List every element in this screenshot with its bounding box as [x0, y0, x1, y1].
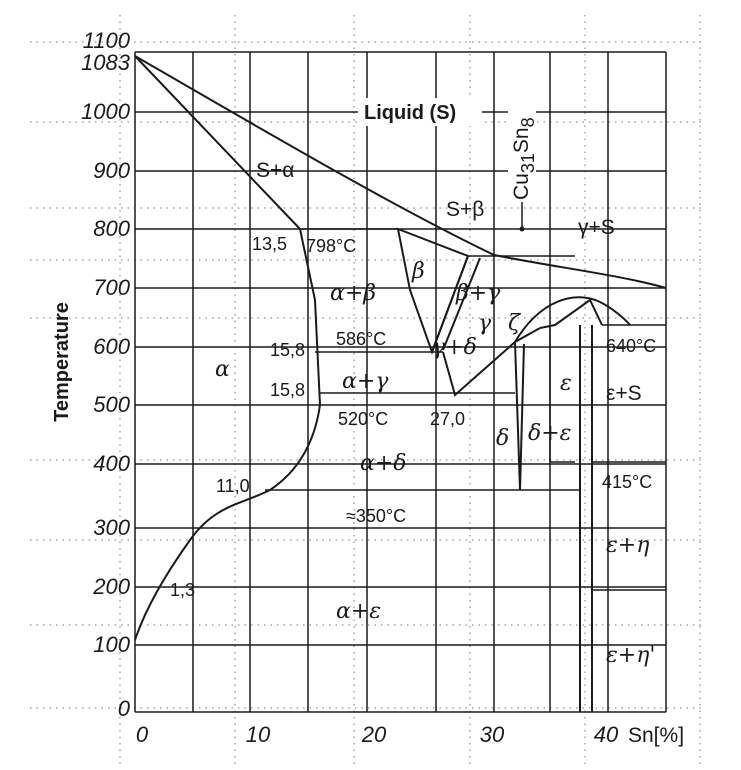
compound-sn: Sn — [510, 127, 533, 153]
liquid-label: Liquid (S) — [364, 102, 456, 124]
label-350: ≈350°C — [346, 506, 406, 526]
label-beta: β — [411, 259, 425, 284]
label-alpha: α — [215, 357, 230, 382]
x-tick-0: 0 — [136, 722, 149, 747]
epsilon-box — [549, 325, 575, 463]
label-alpha-beta: α+β — [330, 281, 376, 306]
label-epsilon: ε — [560, 371, 572, 396]
label-delta-eps: δ+ε — [528, 421, 571, 446]
x-axis-ticks: 0 10 20 30 40 Sn[%] — [136, 722, 684, 747]
delta-line — [514, 341, 525, 491]
label-gamma-delta: γ+δ — [432, 335, 477, 360]
compound-cu: Cu — [510, 173, 533, 200]
label-alpha-gamma: α+γ — [342, 369, 389, 394]
y-axis-label: Temperature — [51, 302, 73, 422]
y-tick-0: 0 — [118, 696, 131, 721]
label-alpha-delta: α+δ — [360, 451, 407, 476]
phase-boundaries — [134, 55, 667, 712]
label-13-5: 13,5 — [252, 234, 287, 254]
label-27-0: 27,0 — [430, 409, 465, 429]
y-tick-700: 700 — [93, 275, 130, 300]
x-tick-10: 10 — [246, 722, 271, 747]
x-tick-40: 40 — [594, 722, 619, 747]
gamma-delta-wedge — [442, 327, 541, 397]
label-415: 415°C — [602, 472, 652, 492]
y-axis-ticks: 1100 1083 1000 900 800 700 600 500 400 3… — [81, 28, 131, 721]
label-eps-s: ε+S — [606, 382, 642, 405]
svg-text:Cu31Sn8: Cu31Sn8 — [510, 117, 538, 200]
y-tick-800: 800 — [93, 216, 130, 241]
y-tick-1100: 1100 — [83, 28, 131, 53]
y-tick-400: 400 — [93, 451, 130, 476]
liquidus-upper — [134, 55, 667, 289]
x-tick-30: 30 — [480, 722, 505, 747]
label-alpha-eps: α+ε — [336, 599, 381, 624]
label-15-8-b: 15,8 — [270, 380, 305, 400]
compound-sub1: 31 — [518, 153, 538, 173]
liquid-label-bg — [358, 98, 482, 126]
label-s-alpha: S+α — [256, 159, 294, 182]
label-eps-eta: ε+η — [606, 533, 649, 558]
x-unit-label: Sn[%] — [628, 724, 684, 747]
label-11-0: 11,0 — [216, 476, 250, 496]
label-798: 798°C — [306, 236, 356, 256]
label-eps-eta2: ε+η' — [606, 643, 655, 668]
label-beta-gamma: β+γ — [455, 281, 501, 306]
label-delta: δ — [496, 426, 509, 451]
solidus-alpha — [134, 55, 301, 230]
y-tick-600: 600 — [93, 334, 130, 359]
compound-sub2: 8 — [518, 117, 538, 127]
y-tick-1083: 1083 — [81, 50, 131, 75]
epsilon-curve — [539, 298, 603, 329]
label-15-8-a: 15,8 — [270, 340, 305, 360]
dotted-background-grid — [30, 15, 705, 765]
label-gamma: γ — [478, 311, 492, 336]
y-tick-500: 500 — [93, 392, 130, 417]
label-s-beta: S+β — [446, 198, 484, 221]
y-tick-900: 900 — [93, 158, 130, 183]
label-520: 520°C — [338, 409, 388, 429]
gamma-region-left — [431, 255, 469, 353]
label-gamma-s: γ+S — [578, 216, 615, 239]
compound-marker-dot — [519, 226, 525, 232]
chart-grid — [134, 51, 667, 713]
label-640: 640°C — [606, 336, 656, 356]
compound-formula: Cu31Sn8 — [508, 94, 538, 202]
y-tick-100: 100 — [93, 632, 130, 657]
y-tick-1000: 1000 — [81, 99, 131, 124]
gamma-region-right — [442, 257, 481, 351]
alpha-solvus — [134, 228, 322, 641]
y-tick-300: 300 — [93, 515, 130, 540]
label-586: 586°C — [336, 329, 386, 349]
label-1-3: 1,3 — [170, 580, 195, 600]
y-tick-200: 200 — [92, 574, 130, 599]
region-labels: S+α S+β γ+S 13,5 798°C β α+β β+γ γ ζ 15,… — [170, 159, 656, 668]
zeta-curve — [514, 296, 631, 343]
label-zeta: ζ — [508, 311, 522, 336]
x-tick-20: 20 — [361, 722, 387, 747]
